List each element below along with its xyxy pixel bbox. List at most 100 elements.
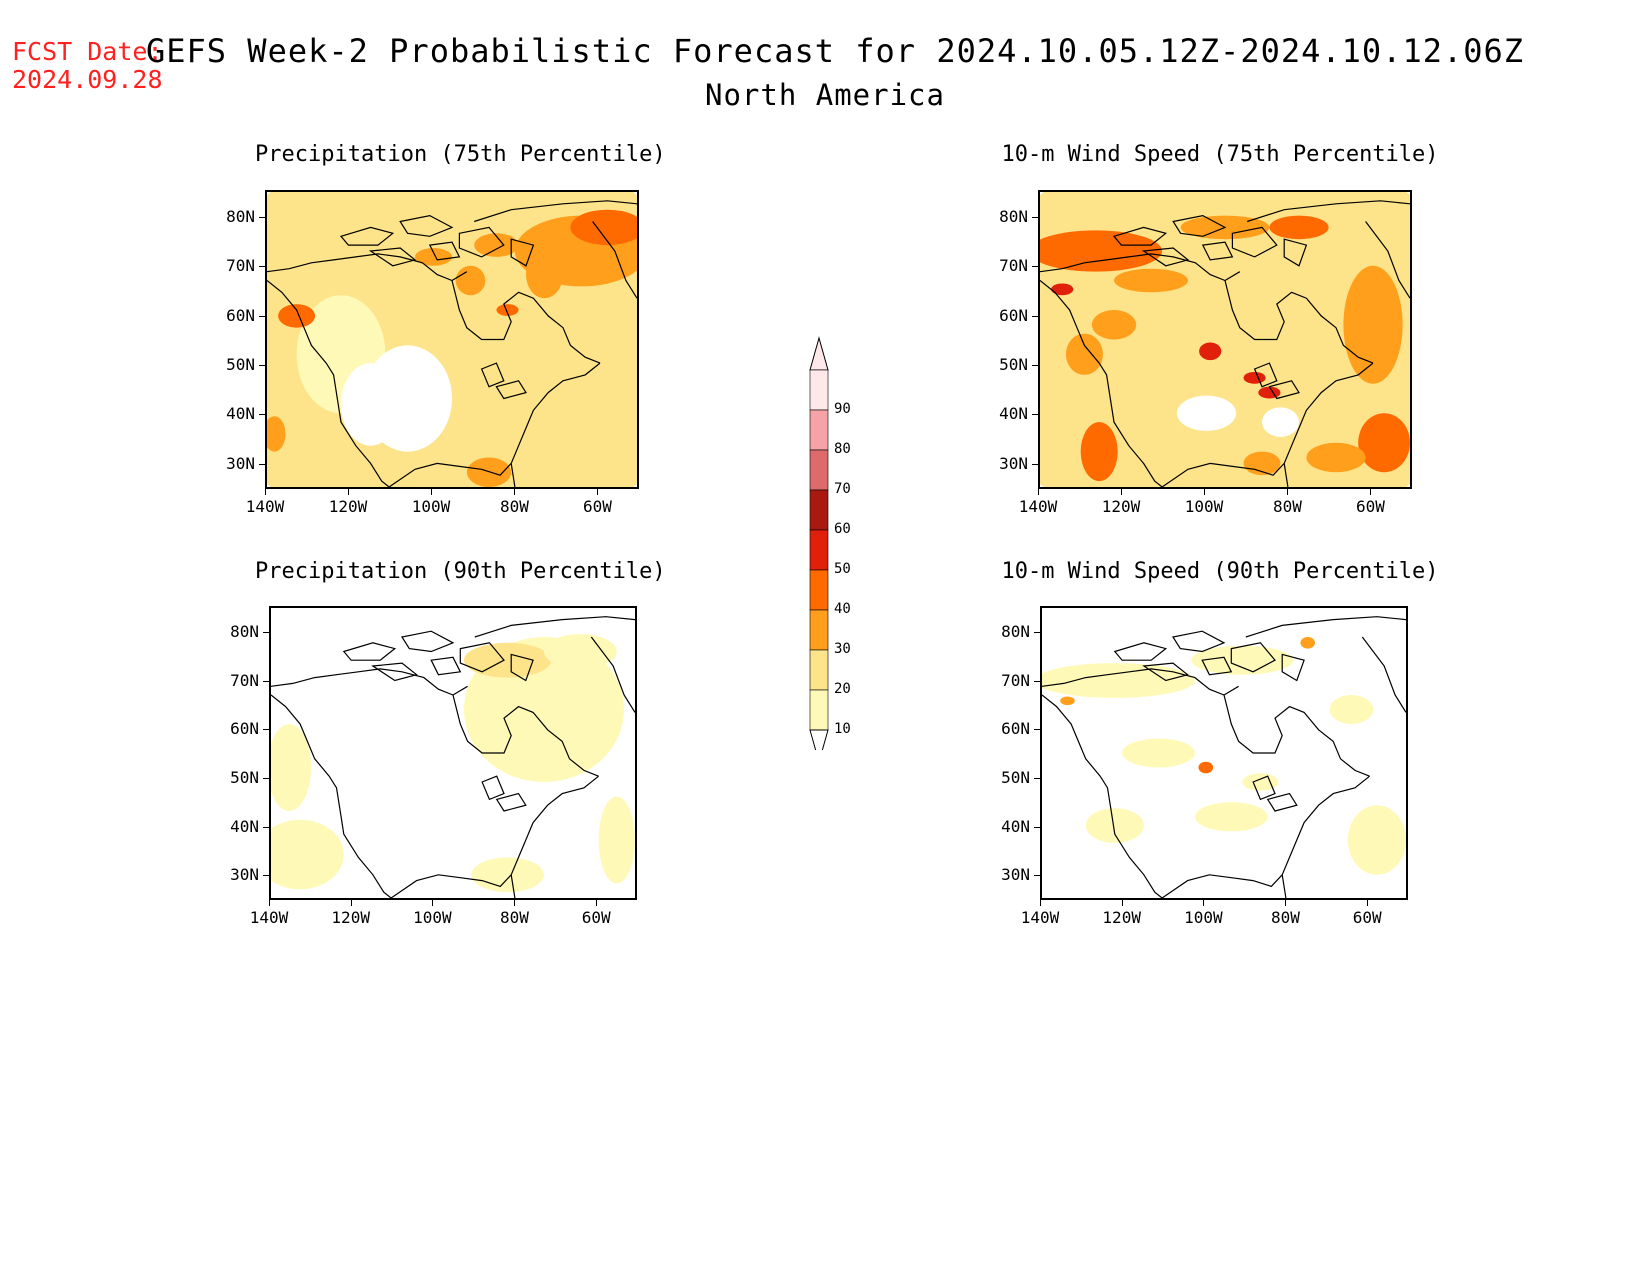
- lat-tick: [1032, 414, 1038, 416]
- lat-tick-label: 50N: [230, 767, 259, 787]
- lon-tick: [1204, 489, 1206, 495]
- island-outline: [510, 238, 535, 267]
- lon-tick: [1038, 489, 1039, 495]
- coastline: [1281, 775, 1370, 898]
- coastline: [1042, 668, 1239, 696]
- lon-tick: [265, 489, 266, 495]
- coastline: [388, 462, 512, 487]
- shading-region: [474, 233, 519, 257]
- shading-region: [526, 251, 563, 299]
- lon-tick: [431, 489, 433, 495]
- colorbar-label: 20: [834, 681, 851, 697]
- page-title: GEFS Week-2 Probabilistic Forecast for 2…: [145, 32, 1525, 70]
- lat-tick-label: 80N: [230, 622, 259, 642]
- lon-tick: [1287, 489, 1289, 495]
- lat-tick-label: 70N: [226, 256, 255, 276]
- lat-tick: [1034, 632, 1040, 634]
- lat-tick-label: 50N: [226, 354, 255, 374]
- shading-region: [1176, 395, 1237, 431]
- lat-tick: [259, 364, 265, 366]
- lat-tick: [263, 729, 269, 731]
- lon-tick: [432, 900, 434, 906]
- panel-title: 10-m Wind Speed (90th Percentile): [1001, 559, 1439, 584]
- shading-region: [1306, 442, 1366, 473]
- island-outline: [399, 214, 454, 237]
- panel-title: 10-m Wind Speed (75th Percentile): [1001, 142, 1439, 167]
- shading-region: [1042, 663, 1195, 698]
- shading-region: [1051, 283, 1074, 296]
- coastline: [474, 200, 637, 223]
- shading-region: [1269, 215, 1329, 240]
- shading-region: [341, 363, 401, 446]
- lat-tick-label: 60N: [999, 305, 1028, 325]
- colorbar-segment: [809, 689, 829, 731]
- lon-tick: [1285, 900, 1287, 906]
- lat-tick-label: 50N: [1001, 767, 1030, 787]
- shading-region: [415, 248, 452, 266]
- shading-region: [1199, 342, 1222, 361]
- island-outline: [458, 226, 505, 258]
- lon-tick-label: 120W: [1102, 908, 1141, 927]
- lat-tick: [263, 875, 269, 876]
- coastline: [271, 694, 392, 898]
- lon-tick: [269, 900, 270, 906]
- coastline: [1161, 462, 1285, 487]
- island-outline: [371, 662, 418, 682]
- island-outline: [339, 226, 395, 246]
- colorbar-segment: [809, 449, 829, 491]
- lat-tick: [259, 266, 265, 268]
- coastline: [452, 694, 599, 777]
- island-outline: [1112, 226, 1168, 246]
- lon-tick-label: 80W: [500, 908, 529, 927]
- colorbar-label: 10: [834, 721, 851, 737]
- shading-region: [570, 209, 637, 246]
- coastline: [1283, 362, 1374, 487]
- shading-region: [278, 304, 316, 328]
- lon-tick-label: 120W: [1101, 497, 1141, 516]
- shading-region: [1198, 761, 1214, 774]
- map-frame: [1038, 190, 1412, 489]
- lat-tick-label: 40N: [1001, 816, 1030, 836]
- coastline: [1247, 200, 1410, 223]
- lon-tick: [1370, 489, 1372, 495]
- shading-region: [1300, 637, 1315, 649]
- lat-tick-label: 60N: [230, 719, 259, 739]
- shading-region: [1191, 645, 1294, 675]
- map-svg: [267, 192, 637, 487]
- lat-tick: [259, 315, 265, 317]
- island-outline: [1266, 792, 1298, 812]
- shading-region: [1243, 371, 1266, 384]
- lat-tick: [1034, 777, 1040, 779]
- colorbar: 90 80 70 60 50 40 30 20 10: [800, 330, 860, 764]
- lat-tick: [259, 216, 265, 218]
- shading-region: [1262, 407, 1299, 437]
- colorbar-label: 60: [834, 521, 851, 537]
- lat-tick: [1032, 463, 1038, 465]
- shading-region: [1114, 268, 1188, 293]
- colorbar-label: 50: [834, 561, 851, 577]
- island-outline: [510, 653, 534, 682]
- lat-tick: [1032, 315, 1038, 317]
- lon-tick-label: 140W: [249, 908, 289, 927]
- map-frame: [269, 606, 637, 900]
- coastline: [592, 221, 637, 299]
- lat-tick-label: 40N: [226, 404, 255, 424]
- lat-tick: [1034, 826, 1040, 828]
- shading-region: [455, 265, 486, 296]
- lat-tick: [1032, 364, 1038, 366]
- shading-region: [1258, 386, 1281, 399]
- shading-region: [1060, 696, 1075, 706]
- colorbar-segment: [809, 369, 829, 411]
- shading-region: [1065, 333, 1103, 375]
- lat-tick: [1032, 266, 1038, 268]
- coastline: [510, 775, 599, 898]
- lat-tick-label: 30N: [230, 865, 259, 884]
- lon-tick-label: 60W: [581, 908, 611, 927]
- forecast-date-block: FCST Date: 2024.09.28: [12, 38, 163, 94]
- shading-region: [1194, 802, 1268, 832]
- lon-tick-label: 60W: [1356, 497, 1385, 516]
- shading-region: [271, 724, 312, 811]
- shading-region: [1080, 422, 1118, 482]
- coastline: [1040, 280, 1163, 487]
- lat-tick: [259, 414, 265, 416]
